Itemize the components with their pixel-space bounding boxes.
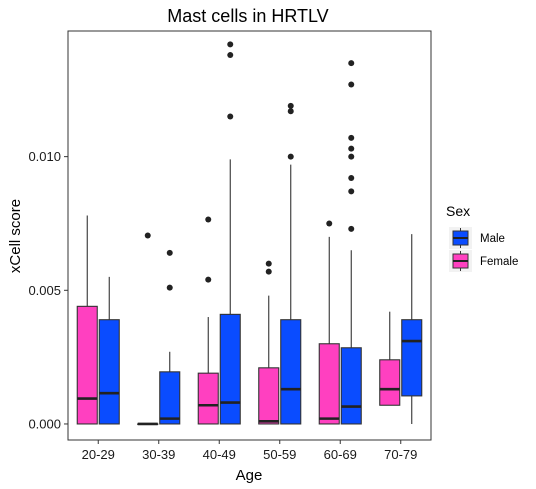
box-iqr — [280, 319, 302, 425]
box-iqr — [318, 343, 340, 425]
outlier-point — [144, 232, 151, 239]
x-tick-label: 60-69 — [324, 447, 357, 462]
outlier-point — [348, 153, 355, 160]
x-tick-label: 20-29 — [82, 447, 115, 462]
legend-label-female: Female — [480, 256, 518, 268]
outlier-point — [348, 60, 355, 67]
y-tick-label: 0.010 — [28, 149, 61, 164]
outlier-point — [326, 220, 333, 227]
x-axis: 20-29 30-39 40-49 50-59 60-69 70-79 — [82, 440, 417, 462]
outlier-point — [166, 249, 173, 256]
plot-panel — [67, 30, 432, 441]
box-iqr — [401, 319, 423, 397]
male-box-30-39 — [159, 249, 181, 425]
outlier-point — [348, 188, 355, 195]
outlier-point — [348, 225, 355, 232]
box-iqr — [76, 305, 98, 425]
box-iqr — [258, 367, 280, 425]
legend: Sex Male Female — [446, 203, 518, 272]
legend-title: Sex — [446, 203, 470, 219]
x-tick-label: 70-79 — [384, 447, 417, 462]
outlier-point — [205, 276, 212, 283]
outlier-point — [265, 268, 272, 275]
outlier-point — [265, 260, 272, 267]
outlier-point — [348, 175, 355, 182]
outlier-point — [287, 108, 294, 115]
female-box-20-29 — [76, 215, 98, 425]
box-iqr — [340, 347, 362, 425]
female-box-60-69 — [318, 220, 340, 425]
y-axis: 0.000 0.005 0.010 — [28, 149, 68, 431]
female-box-50-59 — [258, 260, 280, 425]
outlier-point — [227, 52, 234, 59]
female-box-30-39 — [137, 232, 159, 426]
box-iqr — [98, 319, 120, 425]
boxes-layer — [76, 41, 423, 426]
outlier-point — [348, 134, 355, 141]
box-iqr — [197, 372, 219, 425]
chart-title: Mast cells in HRTLV — [167, 6, 328, 26]
outlier-point — [205, 216, 212, 223]
male-box-20-29 — [98, 276, 120, 425]
x-tick-label: 30-39 — [142, 447, 175, 462]
y-axis-title: xCell score — [7, 199, 24, 273]
box-iqr — [159, 371, 181, 425]
male-box-70-79 — [401, 234, 423, 424]
box-iqr — [219, 313, 241, 425]
outlier-point — [348, 145, 355, 152]
male-box-60-69 — [340, 60, 362, 425]
outlier-point — [348, 81, 355, 88]
x-tick-label: 50-59 — [263, 447, 296, 462]
male-box-40-49 — [219, 41, 241, 425]
female-box-40-49 — [197, 216, 219, 425]
outlier-point — [227, 41, 234, 48]
outlier-point — [287, 153, 294, 160]
box-iqr — [379, 359, 401, 406]
outlier-point — [227, 113, 234, 120]
outlier-point — [287, 102, 294, 109]
y-tick-label: 0.005 — [28, 283, 61, 298]
outlier-point — [166, 284, 173, 291]
female-box-70-79 — [379, 311, 401, 406]
male-box-50-59 — [280, 102, 302, 425]
y-tick-label: 0.000 — [28, 416, 61, 431]
x-axis-title: Age — [236, 467, 263, 484]
legend-label-male: Male — [480, 233, 505, 245]
x-tick-label: 40-49 — [203, 447, 236, 462]
